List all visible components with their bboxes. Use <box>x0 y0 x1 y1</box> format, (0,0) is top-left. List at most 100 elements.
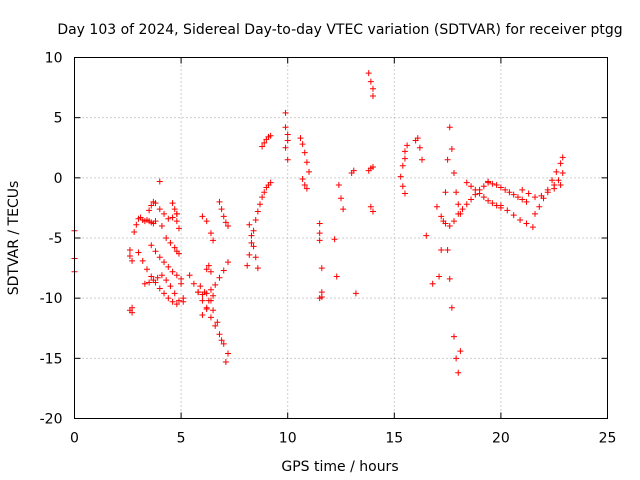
data-point <box>282 109 289 116</box>
data-point <box>450 170 457 177</box>
data-point <box>207 286 214 293</box>
data-point <box>367 78 374 85</box>
data-point <box>419 156 426 163</box>
data-point <box>468 196 475 203</box>
data-point <box>148 202 155 209</box>
data-point <box>559 170 566 177</box>
series-sat-j <box>186 272 232 357</box>
series-sat-ag <box>497 202 536 231</box>
data-point <box>444 156 451 163</box>
data-point <box>414 135 421 142</box>
series-sat-r <box>246 221 261 272</box>
data-point <box>190 280 197 287</box>
data-point <box>169 268 176 275</box>
data-point <box>476 190 483 197</box>
data-point <box>463 179 470 186</box>
data-point <box>171 244 178 251</box>
data-point <box>299 176 306 183</box>
data-point <box>416 144 423 151</box>
series-sat-g <box>148 242 185 282</box>
data-point <box>148 273 155 280</box>
x-tick-label: 20 <box>492 431 510 447</box>
data-point <box>199 297 206 304</box>
data-point <box>173 218 180 225</box>
data-point <box>133 221 140 228</box>
data-point <box>139 257 146 264</box>
data-point <box>450 218 457 225</box>
data-point <box>297 135 304 142</box>
data-point <box>165 263 172 270</box>
x-axis-label: GPS time / hours <box>281 459 398 475</box>
data-point <box>131 228 138 235</box>
data-point <box>225 222 232 229</box>
data-point <box>525 190 532 197</box>
data-point <box>216 198 223 205</box>
data-point <box>497 184 504 191</box>
data-point <box>129 257 136 264</box>
data-point <box>246 221 253 228</box>
data-point <box>126 253 133 260</box>
data-point <box>446 124 453 131</box>
data-point <box>169 200 176 207</box>
data-point <box>141 280 148 287</box>
data-point <box>178 280 185 287</box>
data-point <box>246 251 253 258</box>
x-tick-label: 25 <box>599 431 617 447</box>
data-point <box>401 155 408 162</box>
data-point <box>536 203 543 210</box>
data-point <box>532 210 539 217</box>
data-point <box>489 200 496 207</box>
data-point <box>318 265 325 272</box>
data-point <box>455 201 462 208</box>
series-sat-l <box>195 259 232 298</box>
data-point <box>333 273 340 280</box>
series-sat-h <box>156 178 182 257</box>
data-point <box>397 173 404 180</box>
data-point <box>485 178 492 185</box>
y-tick-label: 5 <box>54 111 63 127</box>
data-point <box>301 149 308 156</box>
data-point <box>207 314 214 321</box>
data-point <box>267 132 274 139</box>
data-point <box>222 219 229 226</box>
series-sat-o <box>203 262 214 275</box>
data-point <box>514 194 521 201</box>
data-point <box>218 337 225 344</box>
data-point <box>472 186 479 193</box>
data-point <box>146 207 153 214</box>
data-point <box>299 141 306 148</box>
data-point <box>338 195 344 202</box>
data-point <box>154 274 161 281</box>
data-point <box>365 70 372 77</box>
data-point <box>175 297 182 304</box>
series-sat-i <box>169 200 187 305</box>
series-sat-w <box>331 182 347 280</box>
x-tick-label: 10 <box>279 431 297 447</box>
data-point <box>453 355 460 362</box>
series-sat-ab <box>436 124 464 280</box>
y-tick-label: -20 <box>40 412 63 428</box>
data-point <box>399 162 406 169</box>
data-point <box>210 307 217 314</box>
series-sat-aj <box>551 170 566 189</box>
data-point <box>331 236 338 243</box>
data-point <box>216 331 223 338</box>
data-point <box>340 206 347 213</box>
data-point <box>301 182 308 189</box>
data-point <box>173 210 180 217</box>
series-sat-aa <box>412 135 436 287</box>
data-point <box>156 206 163 213</box>
data-point <box>163 277 170 284</box>
series-sat-q <box>244 179 274 269</box>
data-point <box>463 201 470 208</box>
data-point <box>557 182 564 189</box>
data-point <box>212 281 219 288</box>
data-point <box>150 277 157 284</box>
data-point <box>497 202 504 209</box>
data-point <box>433 203 440 210</box>
data-point <box>173 272 180 279</box>
data-point <box>165 215 172 222</box>
data-point <box>551 182 558 189</box>
data-point <box>199 312 206 319</box>
data-point <box>450 333 457 340</box>
